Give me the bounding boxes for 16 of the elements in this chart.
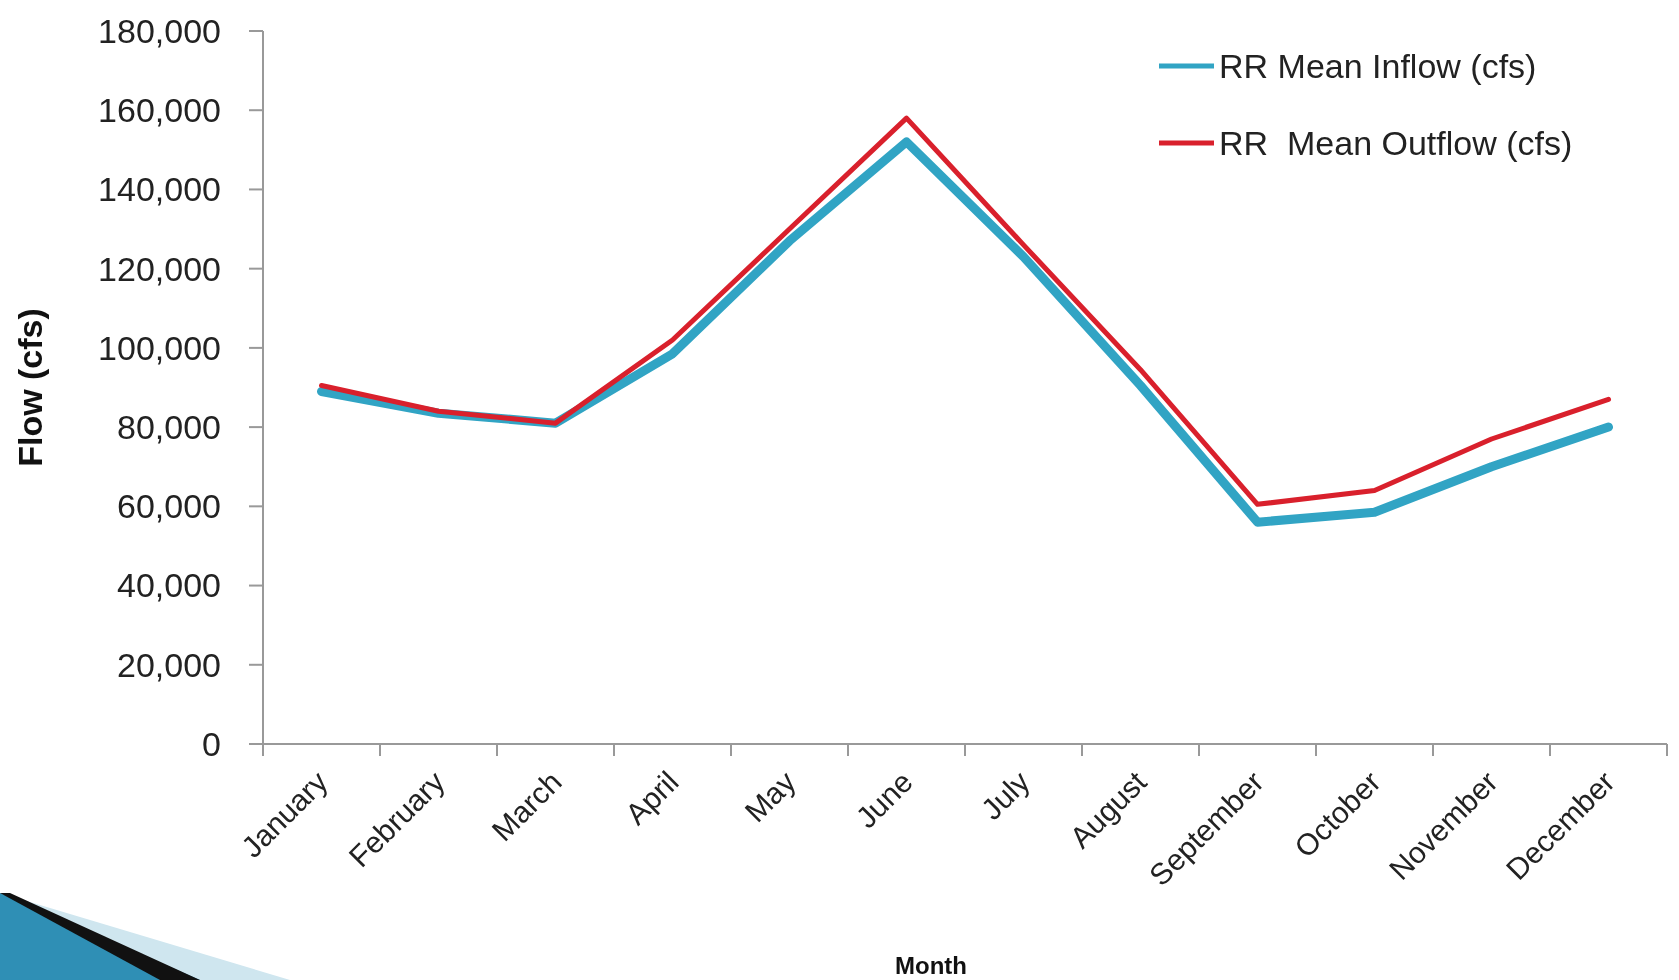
y-tick-label: 100,000 [98,328,221,367]
y-tick-label: 120,000 [98,249,221,288]
y-tick-label: 180,000 [98,11,221,50]
legend-label: RR Mean Inflow (cfs) [1219,46,1537,85]
y-tick-label: 40,000 [117,566,221,605]
x-axis-title: Month [895,952,967,979]
y-axis-title: Flow (cfs) [11,308,49,467]
y-tick-label: 20,000 [117,645,221,684]
y-tick-label: 140,000 [98,170,221,209]
x-tick-label: July [974,764,1036,826]
x-tick-label: May [738,764,802,829]
legend-label: RR Mean Outflow (cfs) [1219,123,1573,162]
y-tick-label: 160,000 [98,91,221,130]
y-tick-label: 60,000 [117,487,221,526]
y-tick-label: 80,000 [117,408,221,447]
y-tick-label: 0 [202,724,221,763]
